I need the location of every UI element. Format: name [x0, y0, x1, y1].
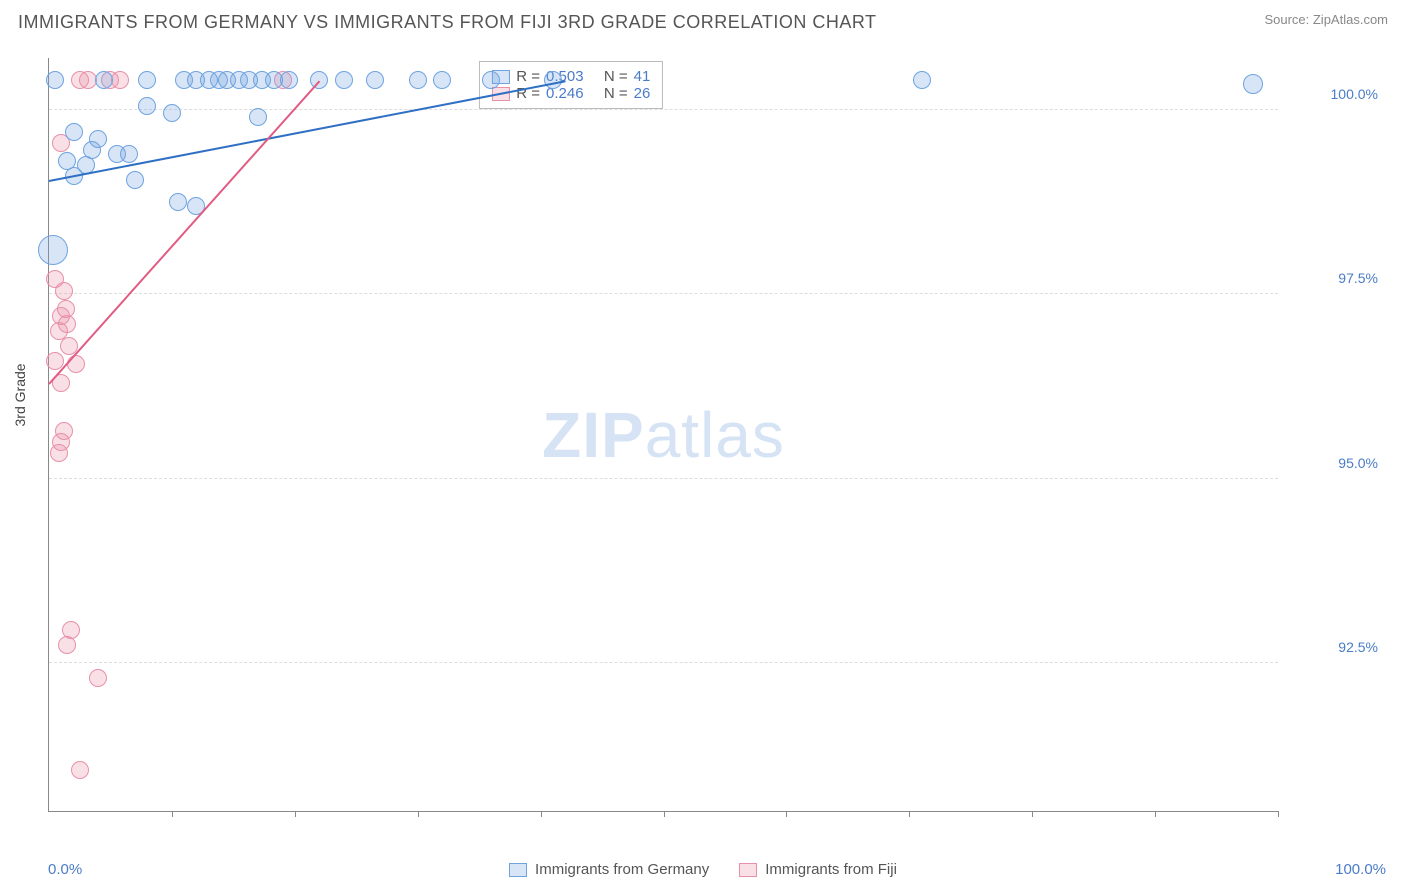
watermark: ZIPatlas: [542, 398, 785, 472]
x-tick-mark: [1032, 811, 1033, 817]
swatch-germany-icon: [509, 863, 527, 877]
x-tick-mark: [172, 811, 173, 817]
x-tick-mark: [541, 811, 542, 817]
gridline: [49, 293, 1278, 294]
chart-area: 3rd Grade ZIPatlas R = 0.503 N = 41 R = …: [40, 58, 1388, 842]
legend-item-fiji: Immigrants from Fiji: [739, 861, 897, 878]
data-point: [95, 71, 113, 89]
data-point: [433, 71, 451, 89]
data-point: [335, 71, 353, 89]
data-point: [913, 71, 931, 89]
data-point: [71, 761, 89, 779]
data-point: [126, 171, 144, 189]
trend-line: [48, 80, 320, 384]
y-tick-label: 97.5%: [1288, 270, 1378, 286]
y-axis-label: 3rd Grade: [12, 363, 28, 426]
data-point: [55, 282, 73, 300]
data-point: [120, 145, 138, 163]
stats-legend: R = 0.503 N = 41 R = 0.246 N = 26: [479, 61, 663, 109]
data-point: [138, 71, 156, 89]
data-point: [544, 71, 562, 89]
gridline: [49, 109, 1278, 110]
legend-row-germany: R = 0.503 N = 41: [492, 68, 650, 85]
data-point: [482, 71, 500, 89]
data-point: [366, 71, 384, 89]
data-point: [138, 97, 156, 115]
data-point: [50, 444, 68, 462]
bottom-legend: Immigrants from Germany Immigrants from …: [0, 861, 1406, 878]
legend-item-germany: Immigrants from Germany: [509, 861, 709, 878]
source-label: Source: ZipAtlas.com: [1264, 12, 1388, 27]
gridline: [49, 662, 1278, 663]
data-point: [169, 193, 187, 211]
x-tick-mark: [664, 811, 665, 817]
data-point: [163, 104, 181, 122]
swatch-fiji-icon: [739, 863, 757, 877]
y-tick-label: 92.5%: [1288, 639, 1378, 655]
x-tick-mark: [909, 811, 910, 817]
data-point: [38, 235, 68, 265]
x-tick-mark: [418, 811, 419, 817]
plot-region: ZIPatlas R = 0.503 N = 41 R = 0.246 N = …: [48, 58, 1278, 812]
data-point: [249, 108, 267, 126]
x-tick-mark: [295, 811, 296, 817]
data-point: [280, 71, 298, 89]
data-point: [58, 636, 76, 654]
gridline: [49, 478, 1278, 479]
data-point: [65, 123, 83, 141]
chart-title: IMMIGRANTS FROM GERMANY VS IMMIGRANTS FR…: [18, 12, 877, 33]
x-tick-mark: [1155, 811, 1156, 817]
x-tick-mark: [786, 811, 787, 817]
data-point: [46, 71, 64, 89]
data-point: [409, 71, 427, 89]
data-point: [89, 669, 107, 687]
legend-row-fiji: R = 0.246 N = 26: [492, 85, 650, 102]
data-point: [1243, 74, 1263, 94]
x-tick-mark: [1278, 811, 1279, 817]
data-point: [111, 71, 129, 89]
y-tick-label: 100.0%: [1288, 86, 1378, 102]
y-tick-label: 95.0%: [1288, 455, 1378, 471]
